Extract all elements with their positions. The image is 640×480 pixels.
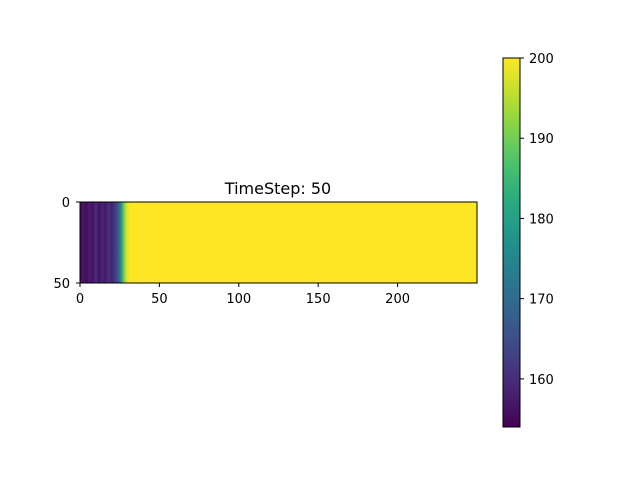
x-tick-label: 200 <box>385 292 410 307</box>
x-tick-label: 50 <box>151 292 168 307</box>
colorbar-tick-label: 180 <box>529 212 554 227</box>
x-tick-label: 0 <box>76 292 84 307</box>
colorbar-tick-label: 190 <box>529 132 554 147</box>
colorbar-tick-label: 200 <box>529 52 554 67</box>
heatmap-image <box>80 202 477 283</box>
y-tick-label: 0 <box>62 196 70 211</box>
y-axis: 0 50 <box>53 196 80 292</box>
x-axis: 0 50 100 150 200 <box>76 283 410 307</box>
colorbar-tick-label: 160 <box>529 373 554 388</box>
chart-title: TimeStep: 50 <box>224 179 331 198</box>
x-tick-label: 100 <box>226 292 251 307</box>
colorbar: 160 170 180 190 200 <box>502 52 554 428</box>
y-tick-label: 50 <box>53 277 70 292</box>
colorbar-tick-label: 170 <box>529 293 554 308</box>
heatmap <box>79 201 478 284</box>
x-tick-label: 150 <box>306 292 331 307</box>
colorbar-frame <box>502 57 521 428</box>
colorbar-ticks: 160 170 180 190 200 <box>520 52 554 388</box>
heatmap-frame <box>79 201 478 284</box>
colorbar-image <box>503 58 520 427</box>
